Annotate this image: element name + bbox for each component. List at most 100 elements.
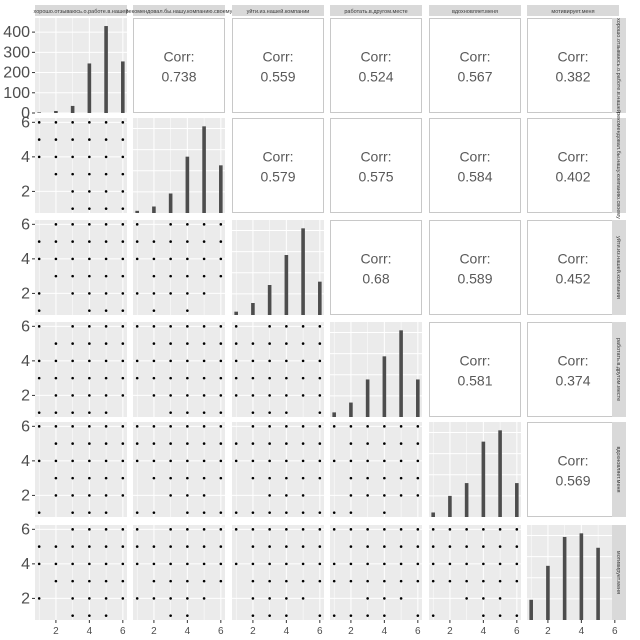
scatter-point <box>366 528 369 531</box>
scatter-point <box>186 309 189 312</box>
scatter-point <box>202 579 206 583</box>
histogram-bar-3 <box>70 105 75 113</box>
scatter-point <box>349 459 353 463</box>
scatter-point <box>301 342 305 345</box>
scatter-point <box>268 394 271 397</box>
corr-label: Corr: <box>557 49 588 65</box>
scatter-point <box>71 442 74 445</box>
scatter-point <box>268 511 271 514</box>
y-tick-label: 200 <box>3 65 30 82</box>
scatter-point <box>71 325 74 328</box>
scatter-point <box>416 562 420 566</box>
scatter-point <box>71 376 74 380</box>
row-strips: хорошо.отзываюсь.о.работе.в.нашейрекомен… <box>612 18 626 620</box>
scatter-point <box>251 342 255 345</box>
scatter-point <box>285 325 288 328</box>
scatter-point <box>251 511 255 514</box>
scatter-point <box>366 425 369 428</box>
scatter-point <box>349 545 353 548</box>
scatter-point <box>318 342 322 345</box>
scatter-point <box>169 545 172 548</box>
scatter-point <box>301 528 305 531</box>
corr-value: 0.382 <box>555 69 590 85</box>
scatter-point <box>54 579 58 583</box>
y-tick-label: 2 <box>21 487 30 504</box>
scatter-point <box>104 614 108 617</box>
scatter-point <box>219 240 223 243</box>
scatter-point <box>88 155 91 159</box>
corr-value: 0.575 <box>358 169 393 185</box>
scatter-point <box>301 376 305 380</box>
scatter-point <box>349 562 353 566</box>
panel-background <box>330 322 422 417</box>
panel-r2-c4: Corr: 0.575 <box>330 118 422 213</box>
scatter-point <box>332 614 336 617</box>
scatter-point <box>169 597 172 600</box>
corr-label: Corr: <box>557 149 588 165</box>
scatter-point <box>71 121 74 124</box>
panel-r4-c6: Corr: 0.374 <box>527 322 619 417</box>
column-strip-2 <box>133 5 225 16</box>
scatter-point <box>104 376 108 380</box>
scatter-point <box>465 562 468 566</box>
row-strip-4 <box>612 322 626 417</box>
y-tick-label: 2 <box>21 387 30 404</box>
scatter-point <box>268 528 271 531</box>
panel-background <box>527 525 619 620</box>
scatter-point <box>332 579 336 583</box>
scatter-point <box>234 394 238 397</box>
scatter-point <box>186 614 189 617</box>
scatter-point <box>169 325 172 328</box>
scatter-point <box>186 359 189 363</box>
scatter-point <box>366 459 369 463</box>
scatter-point <box>71 562 74 566</box>
scatter-point <box>234 359 238 363</box>
corr-label: Corr: <box>459 353 490 369</box>
scatter-point <box>251 476 255 480</box>
corr-value: 0.374 <box>555 373 590 389</box>
scatter-point <box>268 459 271 463</box>
scatter-point <box>366 562 369 566</box>
scatter-point <box>121 138 125 141</box>
scatter-point <box>37 425 41 428</box>
scatter-point <box>416 425 420 428</box>
scatter-point <box>169 223 172 226</box>
scatter-point <box>251 359 255 363</box>
scatter-point <box>318 459 322 463</box>
column-strip-6 <box>527 5 619 16</box>
scatter-point <box>135 528 139 531</box>
scatter-point <box>268 376 271 380</box>
x-tick-label: 2 <box>151 626 157 637</box>
histogram-bar-2 <box>546 565 550 620</box>
scatter-point <box>383 597 386 600</box>
scatter-point <box>251 425 255 428</box>
scatter-point <box>268 476 271 480</box>
scatter-point <box>399 562 403 566</box>
scatter-point <box>71 223 74 226</box>
scatter-point <box>349 494 353 497</box>
scatter-point <box>152 425 156 428</box>
scatter-point <box>121 325 125 328</box>
scatter-point <box>234 562 238 566</box>
scatter-point <box>71 476 74 480</box>
scatter-point <box>71 138 74 141</box>
scatter-point <box>301 562 305 566</box>
scatter-point <box>219 223 223 226</box>
histogram-bar-1 <box>37 112 41 113</box>
scatter-point <box>186 476 189 480</box>
scatter-point <box>71 511 74 514</box>
scatter-point <box>71 342 74 345</box>
panel-background <box>330 422 422 517</box>
histogram-bar-6 <box>515 483 519 517</box>
scatter-point <box>37 292 41 295</box>
scatter-point <box>104 562 108 566</box>
scatter-point <box>349 511 353 514</box>
scatter-point <box>54 411 58 414</box>
corr-value: 0.579 <box>260 169 295 185</box>
scatter-point <box>104 190 108 193</box>
scatter-point <box>169 614 172 617</box>
histogram-bar-6 <box>219 165 223 213</box>
scatter-point <box>152 597 156 600</box>
corr-value: 0.559 <box>260 69 295 85</box>
panel-r5-c4 <box>330 422 422 517</box>
